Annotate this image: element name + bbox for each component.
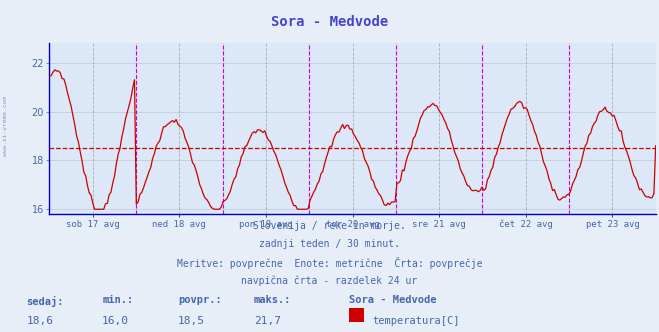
Text: povpr.:: povpr.: xyxy=(178,295,221,305)
Text: temperatura[C]: temperatura[C] xyxy=(372,316,460,326)
Text: 21,7: 21,7 xyxy=(254,316,281,326)
Text: 16,0: 16,0 xyxy=(102,316,129,326)
Text: Meritve: povprečne  Enote: metrične  Črta: povprečje: Meritve: povprečne Enote: metrične Črta:… xyxy=(177,257,482,269)
Text: Slovenija / reke in morje.: Slovenija / reke in morje. xyxy=(253,221,406,231)
Text: navpična črta - razdelek 24 ur: navpična črta - razdelek 24 ur xyxy=(241,276,418,286)
Text: min.:: min.: xyxy=(102,295,133,305)
Text: sedaj:: sedaj: xyxy=(26,295,64,306)
Text: www.si-vreme.com: www.si-vreme.com xyxy=(3,96,8,156)
Text: 18,6: 18,6 xyxy=(26,316,53,326)
Text: 18,5: 18,5 xyxy=(178,316,205,326)
Text: maks.:: maks.: xyxy=(254,295,291,305)
Text: zadnji teden / 30 minut.: zadnji teden / 30 minut. xyxy=(259,239,400,249)
Text: Sora - Medvode: Sora - Medvode xyxy=(271,15,388,29)
Text: Sora - Medvode: Sora - Medvode xyxy=(349,295,437,305)
